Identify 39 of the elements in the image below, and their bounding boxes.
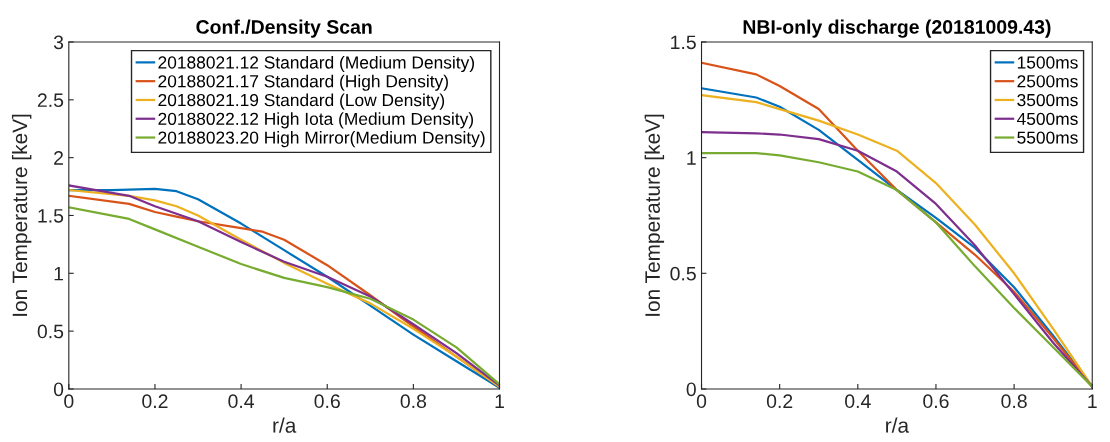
y-tick-label: 0.5: [670, 266, 696, 281]
legend-label: 20188022.12 High Iota (Medium Density): [158, 112, 474, 129]
y-tick-label: 3: [53, 35, 64, 50]
x-axis-title: r/a: [886, 417, 910, 433]
y-tick-label: 1: [54, 266, 64, 281]
y-tick-label: 1: [687, 151, 696, 165]
x-tick-label: 0.2: [142, 394, 168, 409]
y-tick-label: 2: [54, 151, 63, 165]
legend-label: 5500ms: [1017, 131, 1078, 144]
chart-title: Conf./Density Scan: [196, 19, 372, 38]
legend-label: 3500ms: [1017, 93, 1078, 107]
x-tick-label: 0: [696, 394, 707, 409]
y-tick-label: 1.5: [671, 35, 696, 50]
chart-title: NBI-only discharge (20181009.43): [743, 19, 1051, 38]
x-tick-label: 0: [64, 394, 74, 409]
x-axis-title: r/a: [273, 417, 297, 433]
legend-label: 4500ms: [1016, 112, 1078, 125]
y-axis-title: Ion Temperature [keV]: [11, 114, 32, 316]
y-tick-label: 1.5: [38, 209, 64, 223]
x-tick-label: 1: [495, 394, 504, 408]
x-tick-label: 0.4: [845, 394, 871, 409]
x-tick-label: 0.2: [766, 394, 793, 409]
y-tick-label: 2.5: [37, 93, 64, 108]
y-axis-title: Ion Temperature [keV]: [644, 114, 665, 316]
legend-label: 20188023.20 High Mirror(Medium Density): [158, 131, 485, 148]
legend-label: 20188021.12 Standard (Medium Density): [158, 55, 474, 73]
y-tick-label: 0: [53, 382, 64, 397]
x-tick-label: 0.6: [314, 394, 340, 409]
x-tick-label: 0.6: [923, 394, 949, 409]
legend-label: 1500ms: [1017, 56, 1078, 69]
y-tick-label: 0: [686, 382, 696, 397]
y-tick-label: 0.5: [37, 324, 64, 339]
x-tick-label: 1: [1088, 394, 1097, 408]
legend-label: 2500ms: [1017, 75, 1078, 88]
x-tick-label: 0.8: [1001, 394, 1027, 409]
legend-label: 20188021.19 Standard (Low Density): [158, 93, 445, 110]
x-tick-label: 0.8: [400, 394, 427, 409]
legend-label: 20188021.17 Standard (High Density): [158, 74, 448, 91]
x-tick-label: 0.4: [228, 394, 255, 409]
